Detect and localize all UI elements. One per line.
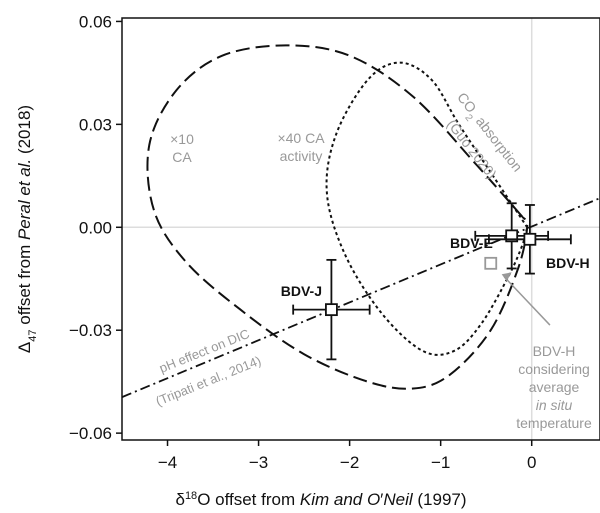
x-tick-label: −3 [249,453,268,472]
data-point [325,303,338,317]
insitu-arrow-line [503,276,551,326]
annotation-ca10: ×10 [170,131,194,147]
x-tick-label: −4 [158,453,177,472]
y-tick-label: 0.06 [79,12,112,31]
zero-lines [122,18,600,440]
annotation-insitu: temperature [516,415,592,431]
ph-line [122,197,600,398]
y-tick-label: 0.03 [79,115,112,134]
y-tick-label: −0.03 [69,321,112,340]
annotation-insitu: in situ [536,397,573,413]
insitu-arrow-head [501,272,512,282]
x-axis-title: δ18O offset from Kim and O′Neil (1997) [175,490,466,509]
ca40-curve [325,61,529,356]
data-point [505,229,519,243]
x-tick-label: −1 [431,453,450,472]
curves [122,44,600,398]
annotation-insitu: average [529,379,580,395]
ca10-curve [146,44,529,390]
annotation-ca40: ×40 CA [277,130,325,146]
y-tick-label: 0.00 [79,218,112,237]
tick-labels: −4 −3 −2 −1 0 0.06 0.03 0.00 −0.03 −0.06 [69,12,536,472]
point-label-bdv-e: BDV-E [450,235,493,251]
annotation-insitu: BDV-H [533,343,576,359]
annotation-ca10: CA [172,149,192,165]
annotation-insitu: considering [518,361,590,377]
y-tick-label: −0.06 [69,424,112,443]
data-point [523,232,537,246]
x-tick-label: −2 [340,453,359,472]
axes-frame [116,17,600,446]
plot-frame [121,17,600,441]
point-label-bdv-j: BDV-J [281,283,322,299]
annotations: δ18O offset from Kim and O′Neil (1997) Δ4… [15,89,592,509]
data-point-insitu [484,256,498,270]
y-axis-title: Δ47 offset from Peral et al. (2018) [15,105,39,353]
x-tick-label: 0 [527,453,536,472]
data-points [292,202,572,361]
annotation-ca40: activity [280,148,323,164]
point-label-bdv-h: BDV-H [546,255,590,271]
